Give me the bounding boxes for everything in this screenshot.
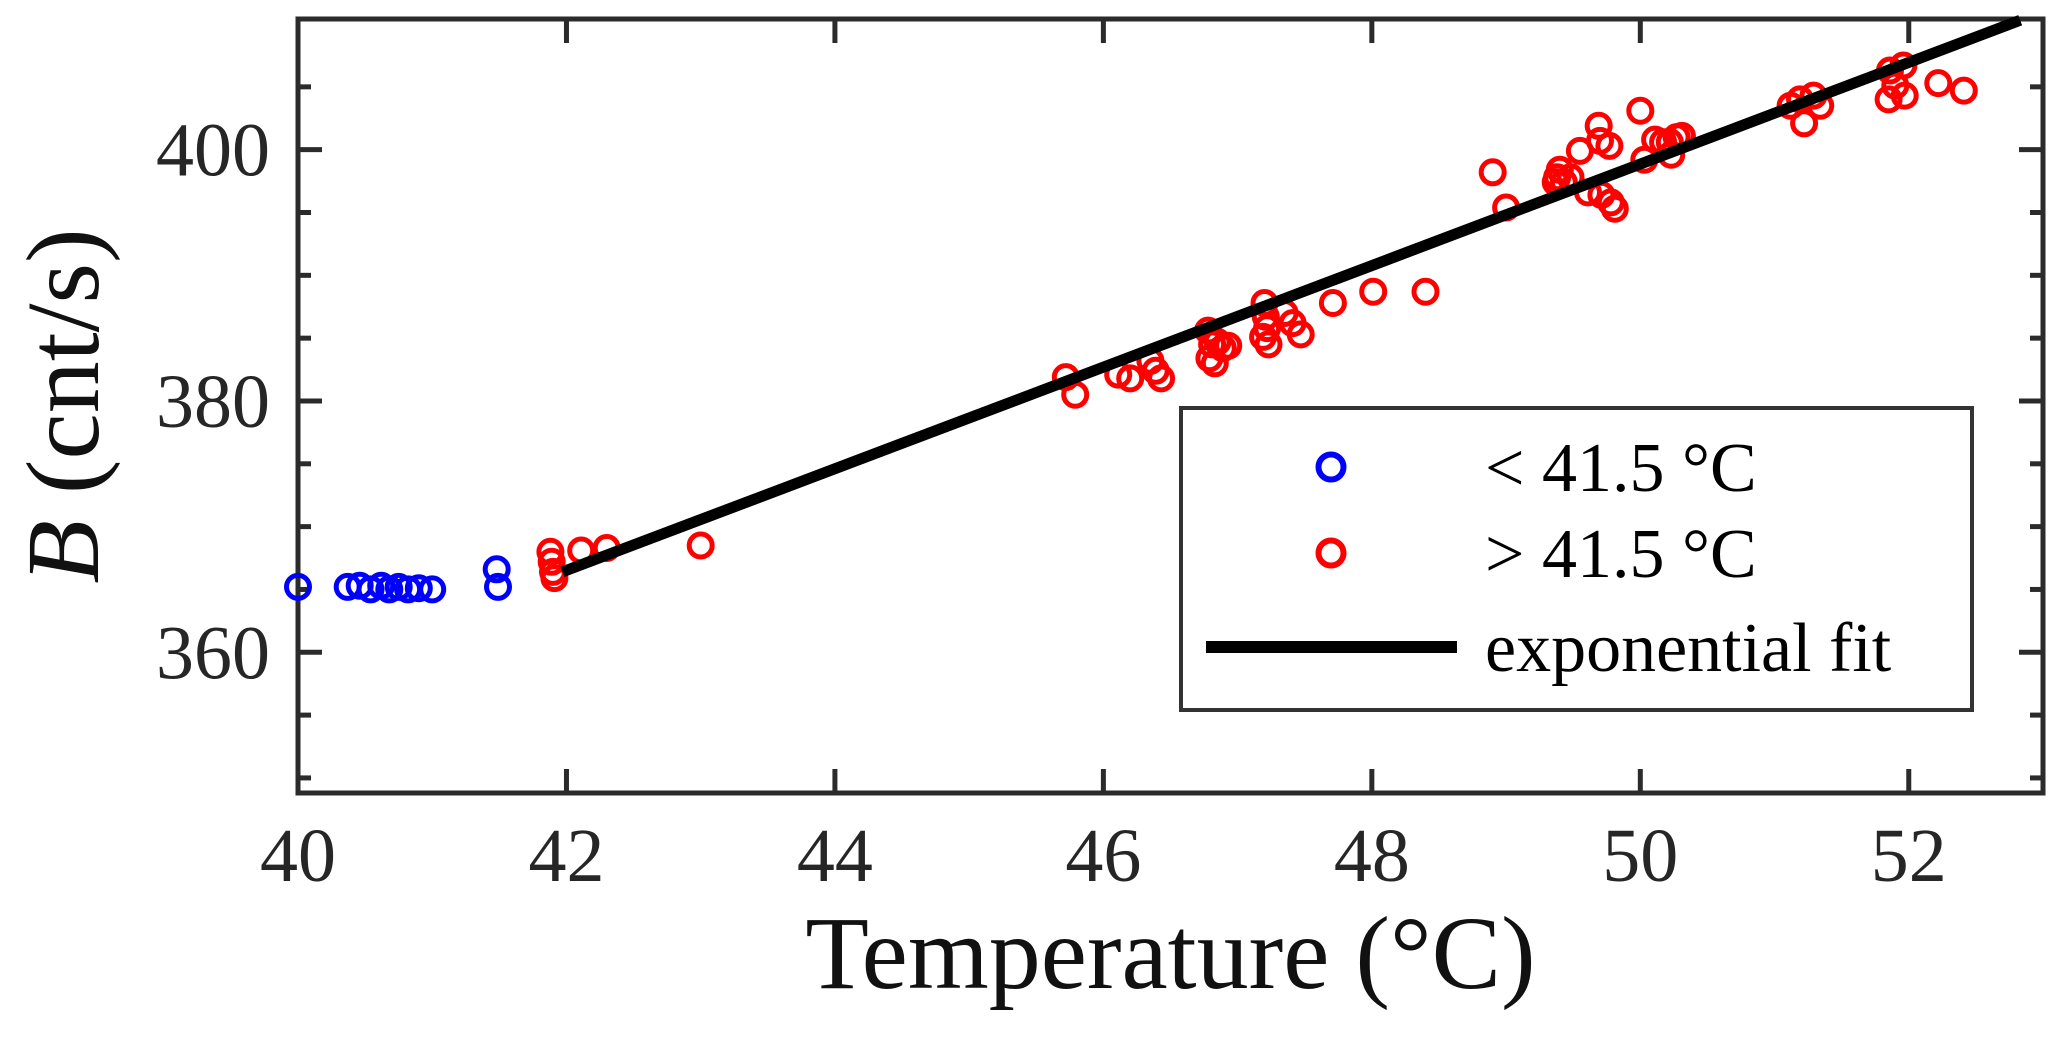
data-point [1874, 85, 1903, 114]
y-tick-label: 400 [156, 109, 270, 193]
data-point [1318, 289, 1347, 317]
x-tick-label: 46 [1065, 814, 1141, 898]
data-point [1790, 109, 1819, 138]
data-point [1254, 330, 1283, 359]
y-tick-label: 360 [156, 611, 270, 695]
data-point [1411, 277, 1440, 306]
data-point [1147, 364, 1176, 393]
data-point [418, 575, 447, 604]
data-point [1478, 158, 1507, 187]
x-tick-label: 44 [797, 814, 873, 898]
x-tick-label: 42 [528, 814, 604, 898]
data-point [1116, 364, 1145, 393]
data-point [284, 572, 312, 601]
data-point [540, 564, 569, 593]
y-tick-label: 380 [156, 360, 270, 444]
x-tick-label: 52 [1871, 814, 1947, 898]
data-point [404, 574, 433, 603]
data-point [1214, 331, 1243, 360]
legend-marker-circle [1315, 451, 1347, 483]
data-point [1359, 277, 1388, 306]
x-axis-label: Temperature (°C) [805, 896, 1535, 1011]
series-below-threshold [284, 555, 512, 604]
data-point [1286, 320, 1315, 349]
x-tick-label: 40 [260, 814, 336, 898]
data-point [536, 537, 565, 566]
data-point [686, 531, 715, 560]
x-tick-label: 50 [1602, 814, 1678, 898]
legend-entry-label: < 41.5 °C [1485, 430, 1757, 507]
data-point [484, 572, 512, 601]
data-point [537, 547, 566, 576]
plot-box [295, 16, 2046, 796]
data-point [1890, 81, 1919, 110]
legend-box [1179, 406, 1974, 712]
data-point [1600, 194, 1629, 223]
data-point [482, 555, 511, 584]
legend-entry-label: > 41.5 °C [1485, 516, 1757, 593]
data-point [1924, 69, 1953, 98]
data-point [1595, 131, 1624, 160]
data-point [1949, 76, 1978, 105]
data-point [1626, 96, 1655, 125]
y-axis-label: B (cnt/s) [6, 228, 121, 583]
data-point [1253, 314, 1282, 343]
legend-marker-circle [1315, 537, 1347, 569]
fit-line [560, 15, 2023, 578]
legend-entry-label: exponential fit [1485, 610, 1892, 687]
x-tick-label: 48 [1334, 814, 1410, 898]
